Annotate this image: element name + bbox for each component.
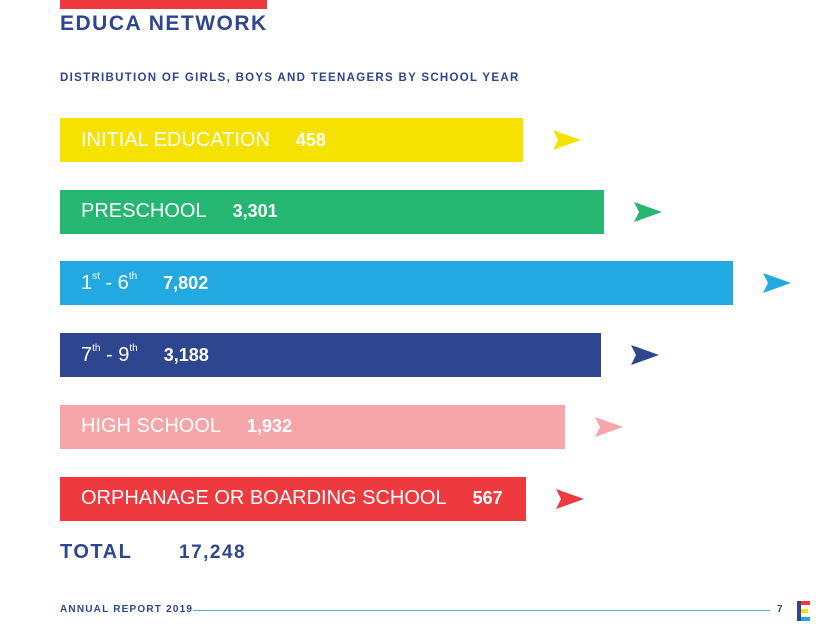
bar-label: HIGH SCHOOL <box>81 415 222 438</box>
bar-label: ORPHANAGE OR BOARDING SCHOOL <box>81 487 447 509</box>
bar: ORPHANAGE OR BOARDING SCHOOL 567 <box>60 476 527 521</box>
pennant-flag-icon <box>763 273 791 294</box>
bar-label: PRESCHOOL <box>81 200 207 223</box>
bar-value: 3,301 <box>232 201 278 222</box>
bar-label: 1st - 6th <box>81 271 138 294</box>
pennant-flag-icon <box>634 201 663 222</box>
pennant-flag-icon <box>631 345 660 366</box>
bar: HIGH SCHOOL 1,932 <box>60 404 566 449</box>
bar: 7th - 9th 3,188 <box>60 333 602 378</box>
header-accent-bar <box>60 0 267 9</box>
bar-value: 7,802 <box>163 272 209 293</box>
chart-subtitle: DISTRIBUTION OF GIRLS, BOYS AND TEENAGER… <box>60 72 520 84</box>
bar: 1st - 6th 7,802 <box>60 261 733 306</box>
bar-value: 3,188 <box>163 344 209 365</box>
bar-label: INITIAL EDUCATION <box>81 128 270 151</box>
pennant-flag-icon <box>595 416 624 437</box>
bar-value: 567 <box>472 488 503 508</box>
bar-value: 458 <box>295 129 326 150</box>
bar-value: 1,932 <box>247 416 293 437</box>
page-number: 7 <box>777 604 783 615</box>
footer-report-label: ANNUAL REPORT 2019 <box>60 604 194 615</box>
brand-title: EDUCA NETWORK <box>60 12 268 35</box>
total-label: TOTAL <box>60 541 133 563</box>
total-value: 17,248 <box>179 542 247 563</box>
bar-label: 7th - 9th <box>81 342 138 366</box>
pennant-flag-icon <box>553 130 581 150</box>
footer-rule <box>193 610 770 611</box>
bar: PRESCHOOL 3,301 <box>60 189 605 234</box>
pennant-flag-icon <box>556 488 585 509</box>
bar: INITIAL EDUCATION 458 <box>60 118 523 162</box>
educa-logo-icon <box>797 601 810 621</box>
